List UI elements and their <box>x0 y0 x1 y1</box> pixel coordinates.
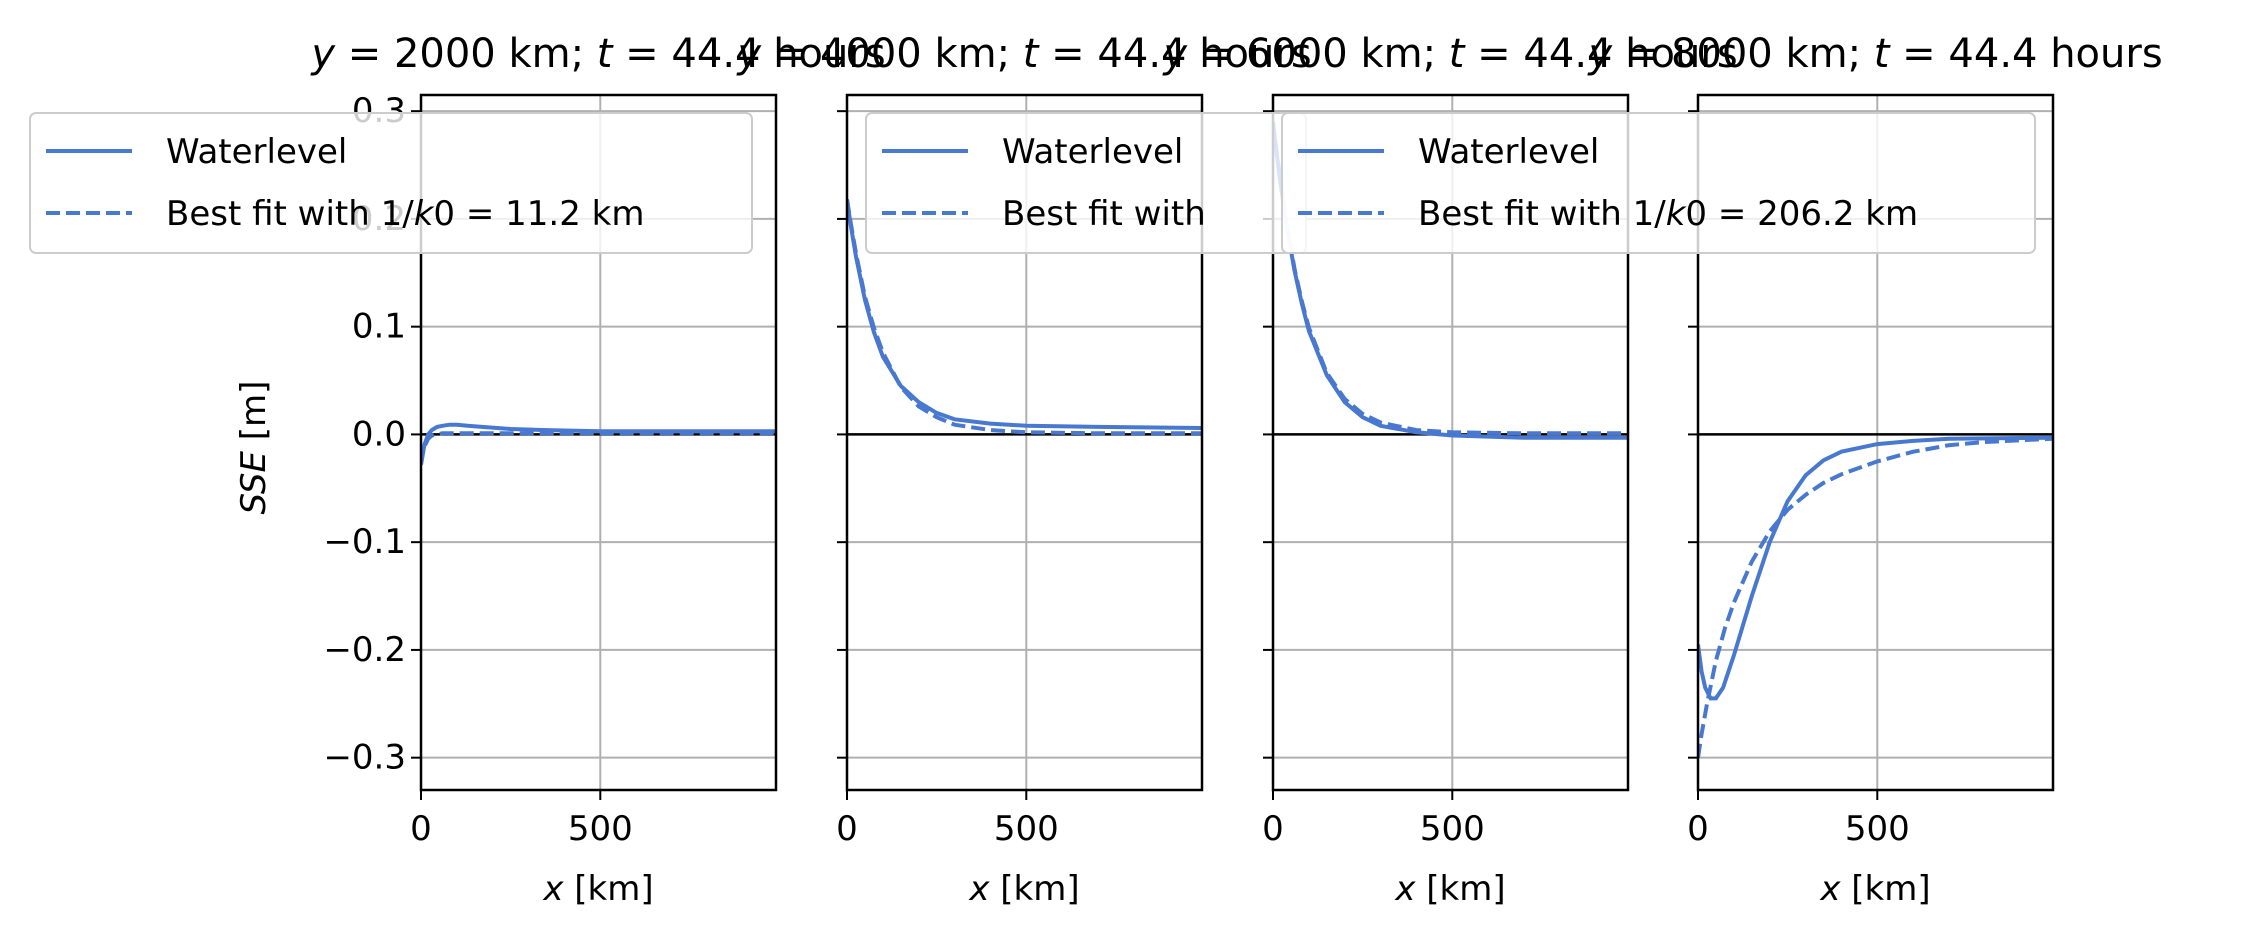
fit-line <box>1698 436 2053 759</box>
x-axis-unit: [km] <box>1415 869 1505 909</box>
x-axis-label: x [km] <box>542 869 653 909</box>
x-tick-label: 0 <box>410 809 432 849</box>
axes-frame <box>1696 93 2055 792</box>
y-tick-label: 0.0 <box>352 414 406 454</box>
panel-title: y = 4000 km; t = 44.4 hours <box>736 31 1311 77</box>
title-symbol: y <box>310 31 336 77</box>
x-axis-symbol: x <box>1394 869 1416 909</box>
x-tick-label: 500 <box>1845 809 1910 849</box>
legend-symbol: k <box>414 194 435 234</box>
x-axis-symbol: x <box>542 869 564 909</box>
x-tick-label: 0 <box>1262 809 1284 849</box>
axes-frame <box>419 93 778 792</box>
y-axis-label: SSE [m] <box>234 381 274 515</box>
title-symbol: t <box>1874 31 1891 77</box>
legend-label: Waterlevel <box>166 132 347 172</box>
title-symbol: y <box>1162 31 1188 77</box>
title-part: = 8000 km; <box>1612 31 1874 77</box>
x-tick-label: 500 <box>994 809 1059 849</box>
y-tick-label: 0.1 <box>352 307 406 347</box>
y-tick-label: −0.3 <box>323 738 406 778</box>
axes-frame <box>845 93 1204 792</box>
x-axis-unit: [km] <box>1840 869 1930 909</box>
legend-label: Best fit with 1/k0 = 11.2 km <box>166 194 644 234</box>
panel-title: y = 2000 km; t = 44.4 hours <box>310 31 885 77</box>
legend-label: Waterlevel <box>1002 132 1183 172</box>
waterlevel-line <box>421 422 776 465</box>
y-axis-symbol: SSE <box>234 451 274 515</box>
x-axis-symbol: x <box>968 869 990 909</box>
title-symbol: t <box>1449 31 1466 77</box>
title-symbol: t <box>1023 31 1040 77</box>
legend-box <box>1281 112 2036 254</box>
title-part: = 6000 km; <box>1187 31 1449 77</box>
title-part: = 2000 km; <box>335 31 597 77</box>
x-tick-label: 0 <box>1687 809 1709 849</box>
legend-label: Best fit with <box>1002 194 1206 234</box>
title-symbol: y <box>1587 31 1613 77</box>
y-axis-unit: [m] <box>234 381 274 451</box>
x-tick-label: 0 <box>836 809 858 849</box>
legend-label: Best fit with 1/k0 = 206.2 km <box>1418 194 1918 234</box>
title-symbol: t <box>597 31 614 77</box>
legend-text: 0 = 11.2 km <box>433 194 644 234</box>
legend-box <box>29 112 753 254</box>
title-part: = 44.4 hours <box>1464 31 1737 77</box>
title-part: = 44.4 hours <box>612 31 885 77</box>
x-axis-label: x [km] <box>968 869 1079 909</box>
legend-1: Waterlevel Best fit with 1/k0 = 11.2 km <box>29 112 753 254</box>
x-tick-label: 500 <box>1420 809 1485 849</box>
x-axis-label: x [km] <box>1819 869 1930 909</box>
y-tick-label: −0.1 <box>323 522 406 562</box>
legend-text: 0 = 206.2 km <box>1685 194 1918 234</box>
fit-line <box>421 431 776 465</box>
legend-label: Waterlevel <box>1418 132 1599 172</box>
waterlevel-line <box>1698 435 2053 701</box>
title-part: = 44.4 hours <box>1889 31 2162 77</box>
legend-symbol: k <box>1666 194 1687 234</box>
y-tick-label: −0.2 <box>323 630 406 670</box>
fit-line <box>847 199 1202 436</box>
x-axis-symbol: x <box>1819 869 1841 909</box>
title-part: = 44.4 hours <box>1038 31 1311 77</box>
x-axis-label: x [km] <box>1394 869 1505 909</box>
x-tick-label: 500 <box>568 809 633 849</box>
panel-title: y = 8000 km; t = 44.4 hours <box>1587 31 2162 77</box>
panel-title: y = 6000 km; t = 44.4 hours <box>1162 31 1737 77</box>
axes-frame <box>1271 93 1630 792</box>
title-symbol: y <box>736 31 762 77</box>
legend-text: Best fit with 1/ <box>166 194 414 234</box>
legend-text: Best fit with 1/ <box>1418 194 1666 234</box>
x-axis-unit: [km] <box>563 869 653 909</box>
title-part: = 4000 km; <box>761 31 1023 77</box>
x-axis-unit: [km] <box>989 869 1079 909</box>
legend-4: Waterlevel Best fit with 1/k0 = 206.2 km <box>1281 112 2036 254</box>
legend-2: Waterlevel Best fit with <box>865 112 1307 254</box>
